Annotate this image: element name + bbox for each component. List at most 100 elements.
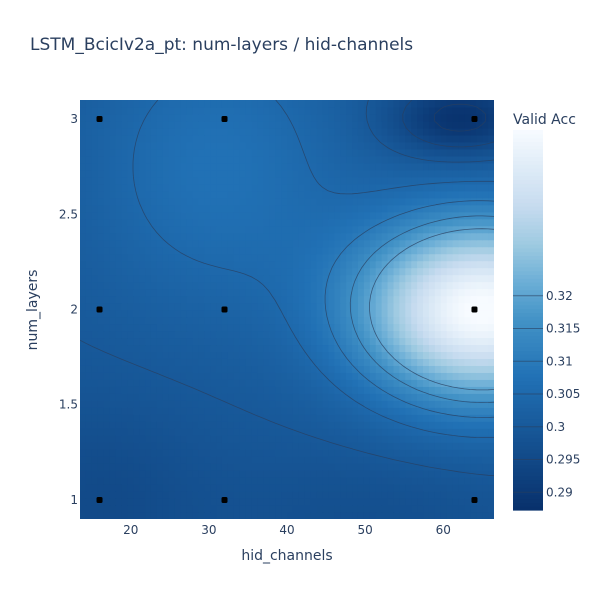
heatmap-cell [458, 246, 466, 255]
heatmap-cell [115, 211, 122, 220]
heatmap-cell [381, 218, 389, 227]
heatmap-cell [192, 274, 199, 283]
heatmap-cell [275, 246, 282, 255]
heatmap-cell [470, 512, 477, 519]
heatmap-cell [216, 428, 223, 436]
heatmap-cell [186, 162, 193, 171]
heatmap-cell [145, 120, 152, 129]
heatmap-cell [174, 449, 182, 457]
heatmap-cell [150, 148, 158, 157]
heatmap-cell [97, 484, 105, 492]
heatmap-cell [440, 407, 448, 415]
heatmap-cell [145, 113, 152, 122]
heatmap-cell [476, 120, 483, 129]
heatmap-cell [357, 148, 365, 157]
heatmap-cell [245, 484, 253, 492]
heatmap-cell [411, 246, 418, 255]
heatmap-cell [150, 330, 158, 339]
heatmap-cell [352, 211, 359, 220]
heatmap-cell [186, 477, 193, 485]
heatmap-cell [80, 393, 87, 401]
heatmap-cell [174, 442, 182, 450]
heatmap-cell [393, 100, 400, 108]
heatmap-cell [180, 204, 188, 213]
heatmap-cell [281, 414, 288, 422]
heatmap-cell [109, 386, 117, 394]
heatmap-cell [97, 211, 105, 220]
heatmap-cell [434, 330, 442, 339]
heatmap-cell [298, 120, 306, 129]
colorbar-segment [513, 301, 543, 306]
heatmap-cell [363, 470, 371, 478]
heatmap-cell [428, 421, 436, 429]
heatmap-cell [263, 141, 270, 150]
heatmap-cell [482, 183, 489, 192]
heatmap-cell [363, 113, 371, 122]
heatmap-cell [334, 484, 341, 492]
heatmap-cell [417, 141, 424, 150]
heatmap-cell [245, 120, 253, 129]
heatmap-cell [417, 421, 424, 429]
heatmap-cell [352, 484, 359, 492]
heatmap-cell [180, 344, 188, 352]
heatmap-cell [85, 267, 93, 276]
heatmap-cell [150, 323, 158, 332]
heatmap-cell [411, 379, 418, 387]
heatmap-cell [180, 295, 188, 304]
heatmap-cell [352, 456, 359, 464]
heatmap-cell [387, 155, 395, 164]
heatmap-cell [428, 246, 436, 255]
heatmap-cell [363, 337, 371, 346]
heatmap-cell [340, 232, 347, 241]
heatmap-cell [423, 100, 430, 108]
heatmap-cell [139, 141, 146, 150]
heatmap-cell [127, 477, 134, 485]
heatmap-cell [328, 190, 335, 199]
heatmap-cell [145, 183, 152, 192]
heatmap-cell [257, 141, 264, 150]
heatmap-cell [80, 100, 87, 108]
heatmap-cell [292, 491, 300, 499]
heatmap-cell [174, 127, 182, 136]
heatmap-cell [210, 225, 217, 234]
heatmap-cell [168, 162, 176, 171]
heatmap-cell [304, 302, 312, 311]
heatmap-cell [452, 309, 460, 318]
heatmap-cell [352, 365, 359, 373]
heatmap-cell [399, 218, 406, 227]
colorbar-segment [513, 236, 543, 241]
heatmap-cell [156, 155, 164, 164]
heatmap-cell [352, 372, 359, 380]
heatmap-cell [434, 225, 442, 234]
heatmap-cell [281, 309, 288, 318]
heatmap-cell [298, 316, 306, 325]
heatmap-cell [97, 120, 105, 129]
sample-point [221, 306, 228, 313]
heatmap-cell [322, 260, 329, 269]
heatmap-cell [334, 449, 341, 457]
heatmap-cell [482, 281, 489, 290]
heatmap-cell [221, 225, 229, 234]
heatmap-cell [257, 120, 264, 129]
heatmap-cell [198, 477, 205, 485]
heatmap-cell [198, 456, 205, 464]
heatmap-cell [446, 407, 454, 415]
heatmap-cell [488, 162, 494, 171]
heatmap-cell [411, 288, 418, 297]
heatmap-cell [221, 162, 229, 171]
heatmap-cell [381, 477, 389, 485]
heatmap-cell [216, 351, 223, 359]
heatmap-cell [156, 442, 164, 450]
heatmap-cell [91, 113, 99, 122]
heatmap-cell [198, 225, 205, 234]
heatmap-cell [440, 309, 448, 318]
heatmap-cell [145, 288, 152, 297]
heatmap-cell [91, 337, 99, 346]
heatmap-cell [80, 239, 87, 248]
heatmap-cell [156, 421, 164, 429]
heatmap-cell [352, 106, 359, 115]
heatmap-cell [458, 134, 466, 143]
heatmap-cell [411, 169, 418, 178]
heatmap-cell [168, 463, 176, 471]
heatmap-cell [399, 120, 406, 129]
